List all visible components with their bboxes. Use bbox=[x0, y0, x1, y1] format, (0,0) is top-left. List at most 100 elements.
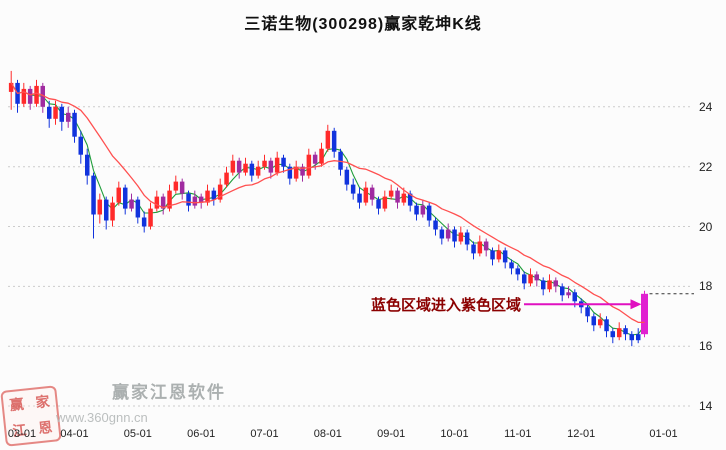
x-axis-label: 05-01 bbox=[123, 428, 152, 440]
candle-body bbox=[338, 151, 343, 170]
candle-body bbox=[262, 160, 267, 167]
candle-body bbox=[287, 166, 293, 179]
candle-body bbox=[502, 250, 508, 263]
candle-body bbox=[344, 169, 350, 185]
candle-body bbox=[388, 190, 394, 197]
y-axis-label: 14 bbox=[699, 399, 713, 413]
candle-body bbox=[591, 316, 596, 326]
candle-body bbox=[167, 190, 172, 209]
candle-body bbox=[629, 334, 634, 341]
seal-char: 家 bbox=[34, 393, 51, 411]
x-axis-label: 12-01 bbox=[567, 428, 596, 440]
annotation-text: 蓝色区域进入紫色区域 bbox=[370, 297, 521, 315]
candle-body bbox=[553, 280, 558, 287]
candle-body bbox=[598, 319, 603, 326]
candle-body bbox=[249, 163, 255, 176]
candle-body bbox=[47, 106, 52, 119]
candle-body bbox=[78, 136, 83, 155]
candle-body bbox=[477, 241, 483, 254]
candle-body bbox=[471, 244, 476, 254]
candle-body bbox=[445, 229, 451, 239]
candle-body bbox=[104, 199, 109, 221]
candle-body bbox=[420, 205, 426, 215]
candle-body bbox=[382, 196, 388, 209]
candle-body bbox=[395, 190, 400, 203]
candle-body bbox=[91, 175, 96, 215]
candle-body bbox=[547, 280, 552, 290]
candle-body bbox=[21, 88, 27, 104]
x-axis-label: 11-01 bbox=[504, 428, 532, 440]
candle-body bbox=[123, 187, 128, 209]
candle-body bbox=[363, 187, 369, 203]
candle-body bbox=[312, 154, 318, 164]
candle-body bbox=[439, 229, 445, 239]
candle-body bbox=[53, 106, 58, 119]
candle-body bbox=[230, 160, 236, 173]
candle-body bbox=[66, 112, 71, 122]
candle-body bbox=[243, 163, 248, 173]
candle-body bbox=[186, 193, 191, 206]
candle-body bbox=[407, 193, 413, 206]
x-axis-label: 01-01 bbox=[649, 428, 678, 440]
candle-body bbox=[534, 274, 539, 281]
candle-body bbox=[560, 286, 565, 296]
x-axis-label: 09-01 bbox=[377, 428, 406, 440]
candle-body bbox=[173, 181, 179, 191]
seal-char: 赢 bbox=[8, 395, 25, 414]
ma-line bbox=[10, 82, 645, 324]
candle-body bbox=[541, 280, 546, 290]
candle-body bbox=[85, 154, 90, 176]
candle-body bbox=[211, 190, 217, 200]
candle-body bbox=[306, 154, 312, 176]
y-axis-label: 24 bbox=[699, 99, 713, 114]
candle-body bbox=[426, 205, 432, 221]
candle-body bbox=[414, 205, 419, 215]
candle-body bbox=[319, 148, 324, 164]
watermark-url: www.360gnn.cn bbox=[56, 410, 148, 425]
y-axis-label: 16 bbox=[699, 339, 713, 354]
y-axis-label: 20 bbox=[699, 219, 713, 234]
candle-body bbox=[281, 157, 286, 167]
x-axis-label: 07-01 bbox=[250, 428, 279, 440]
y-axis-label: 18 bbox=[699, 279, 713, 294]
chart-title: 三诺生物(300298)赢家乾坤K线 bbox=[244, 16, 482, 33]
candle-body bbox=[433, 220, 438, 230]
candle-body bbox=[268, 160, 274, 173]
candle-body bbox=[59, 106, 64, 122]
candle-body bbox=[369, 187, 375, 200]
candle-body bbox=[566, 292, 571, 296]
candle-body bbox=[217, 184, 223, 200]
candle-body bbox=[509, 262, 514, 269]
candle-body bbox=[160, 196, 166, 209]
candle-body bbox=[300, 166, 305, 176]
candle-body bbox=[522, 274, 527, 284]
candle-body bbox=[452, 229, 457, 242]
candle-body bbox=[458, 232, 464, 242]
candle-body bbox=[27, 88, 33, 104]
candle-body bbox=[636, 334, 641, 341]
candle-body bbox=[72, 112, 77, 137]
candle-body bbox=[198, 196, 204, 203]
candle-body bbox=[641, 293, 648, 335]
candle-body bbox=[496, 250, 502, 260]
y-axis-label: 22 bbox=[699, 159, 713, 174]
candle-body bbox=[40, 85, 45, 107]
candle-body bbox=[572, 292, 577, 302]
candle-body bbox=[116, 187, 121, 203]
candle-body bbox=[135, 199, 141, 218]
x-axis-label: 10-01 bbox=[440, 428, 469, 440]
x-axis-label: 08-01 bbox=[313, 428, 342, 440]
candle-body bbox=[585, 307, 590, 317]
candle-body bbox=[331, 130, 337, 152]
candle-body bbox=[274, 157, 280, 173]
candle-body bbox=[623, 328, 628, 335]
candle-body bbox=[325, 130, 331, 149]
candle-body bbox=[97, 199, 102, 215]
candle-body bbox=[255, 166, 261, 176]
candle-body bbox=[401, 193, 407, 203]
candle-body bbox=[224, 172, 229, 185]
candle-body bbox=[34, 85, 39, 104]
candle-body bbox=[236, 160, 242, 173]
